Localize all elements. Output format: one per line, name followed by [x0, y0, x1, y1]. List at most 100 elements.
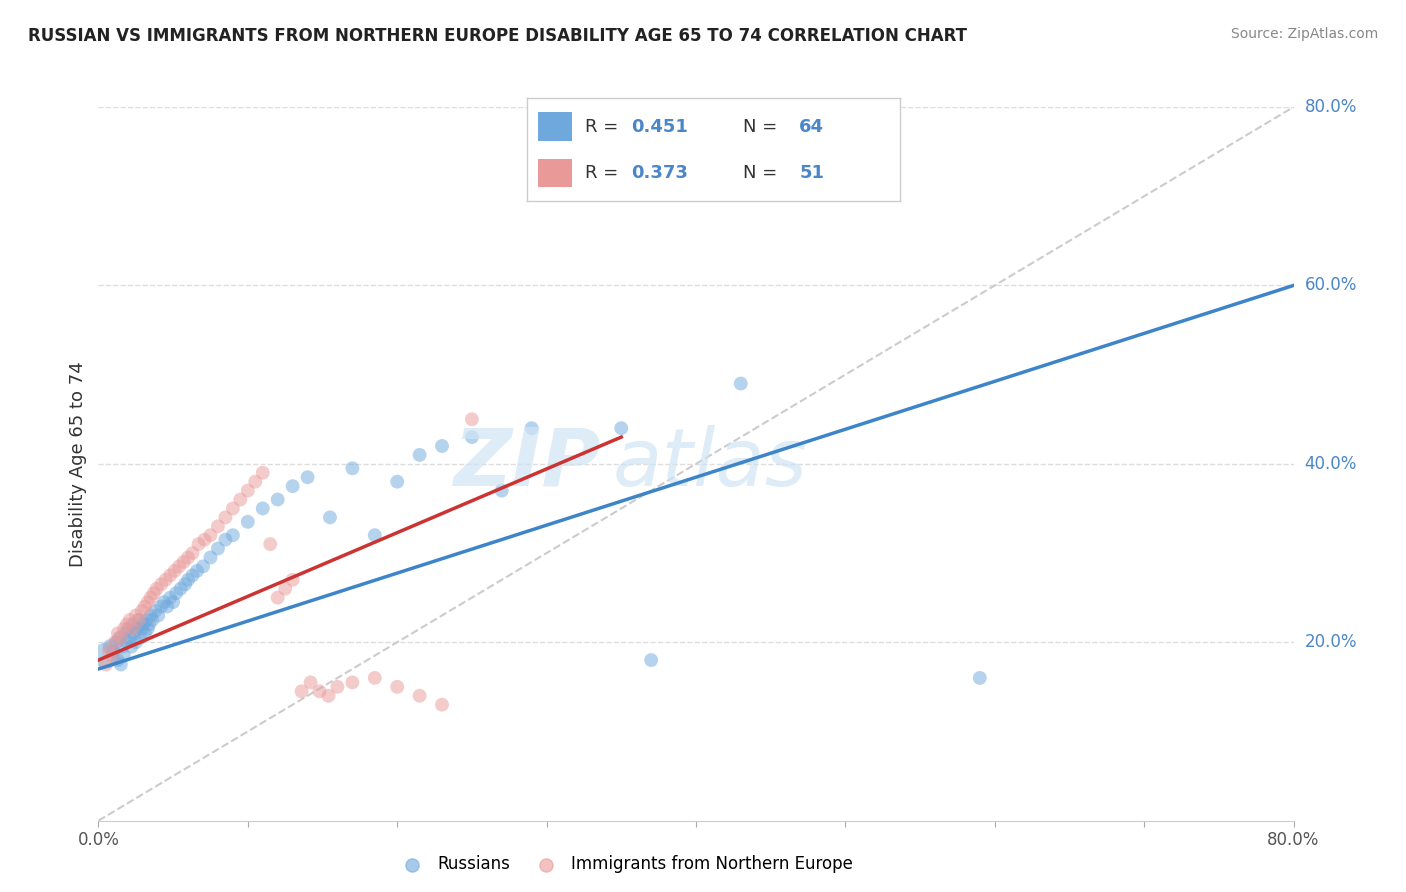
Point	[193, 533, 215, 547]
Legend: Russians, Immigrants from Northern Europe: Russians, Immigrants from Northern Europ…	[388, 849, 860, 880]
Point	[214, 510, 236, 524]
Point	[156, 599, 179, 614]
Point	[124, 626, 146, 640]
Point	[112, 622, 135, 636]
Point	[138, 617, 160, 632]
Point	[163, 564, 186, 578]
Point	[115, 617, 138, 632]
Point	[94, 657, 117, 672]
Point	[128, 613, 150, 627]
Point	[430, 698, 453, 712]
Point	[150, 599, 173, 614]
Point	[104, 635, 127, 649]
Text: RUSSIAN VS IMMIGRANTS FROM NORTHERN EUROPE DISABILITY AGE 65 TO 74 CORRELATION C: RUSSIAN VS IMMIGRANTS FROM NORTHERN EURO…	[28, 27, 967, 45]
Point	[207, 541, 229, 556]
Point	[136, 622, 159, 636]
Point	[364, 671, 387, 685]
Text: 0.373: 0.373	[631, 164, 689, 182]
Point	[110, 657, 132, 672]
Point	[167, 559, 190, 574]
Point	[162, 595, 184, 609]
Point	[969, 671, 991, 685]
Point	[125, 635, 148, 649]
Point	[520, 421, 543, 435]
Point	[236, 515, 259, 529]
Point	[342, 675, 364, 690]
Point	[318, 689, 340, 703]
Point	[730, 376, 752, 391]
Point	[159, 591, 181, 605]
Point	[111, 640, 134, 654]
Point	[134, 626, 156, 640]
Point	[229, 492, 252, 507]
Text: 60.0%: 60.0%	[1305, 277, 1357, 294]
Point	[131, 604, 153, 618]
Point	[132, 617, 155, 632]
Point	[236, 483, 259, 498]
Point	[491, 483, 513, 498]
Text: R =: R =	[585, 164, 624, 182]
Text: 20.0%: 20.0%	[1305, 633, 1357, 651]
Bar	[538, 112, 572, 141]
Point	[267, 492, 290, 507]
Point	[136, 595, 159, 609]
Point	[385, 475, 409, 489]
Point	[177, 573, 200, 587]
Point	[148, 608, 170, 623]
Point	[308, 684, 330, 698]
Point	[187, 537, 209, 551]
Point	[461, 412, 484, 426]
Point	[145, 582, 167, 596]
Point	[103, 644, 125, 658]
Text: N =: N =	[744, 164, 783, 182]
Point	[115, 635, 138, 649]
Point	[131, 622, 153, 636]
Point	[281, 573, 304, 587]
Point	[118, 631, 141, 645]
Point	[143, 604, 166, 618]
Point	[364, 528, 387, 542]
Point	[114, 626, 136, 640]
Point	[200, 550, 222, 565]
Point	[107, 626, 129, 640]
Point	[134, 599, 156, 614]
Point	[127, 622, 149, 636]
Point	[181, 568, 204, 582]
Point	[135, 613, 157, 627]
Point	[200, 528, 222, 542]
Point	[105, 635, 128, 649]
Point	[107, 653, 129, 667]
Point	[245, 475, 267, 489]
Point	[281, 479, 304, 493]
Point	[222, 528, 245, 542]
Point	[129, 631, 152, 645]
Point	[169, 582, 191, 596]
Point	[461, 430, 484, 444]
Text: 0.451: 0.451	[631, 118, 689, 136]
Point	[186, 564, 208, 578]
Point	[640, 653, 662, 667]
Point	[139, 591, 162, 605]
Bar	[538, 159, 572, 187]
Point	[165, 586, 187, 600]
Point	[326, 680, 349, 694]
Text: Source: ZipAtlas.com: Source: ZipAtlas.com	[1230, 27, 1378, 41]
Point	[142, 586, 165, 600]
Point	[101, 648, 124, 663]
Point	[430, 439, 453, 453]
Point	[153, 595, 176, 609]
Point	[274, 582, 297, 596]
Point	[125, 608, 148, 623]
Point	[150, 577, 173, 591]
Point	[159, 568, 181, 582]
Point	[174, 577, 197, 591]
Text: 64: 64	[799, 118, 824, 136]
Point	[297, 470, 319, 484]
Point	[108, 631, 131, 645]
Point	[141, 613, 163, 627]
Point	[610, 421, 633, 435]
Point	[191, 559, 214, 574]
Point	[181, 546, 204, 560]
Text: 40.0%: 40.0%	[1305, 455, 1357, 473]
Text: N =: N =	[744, 118, 783, 136]
